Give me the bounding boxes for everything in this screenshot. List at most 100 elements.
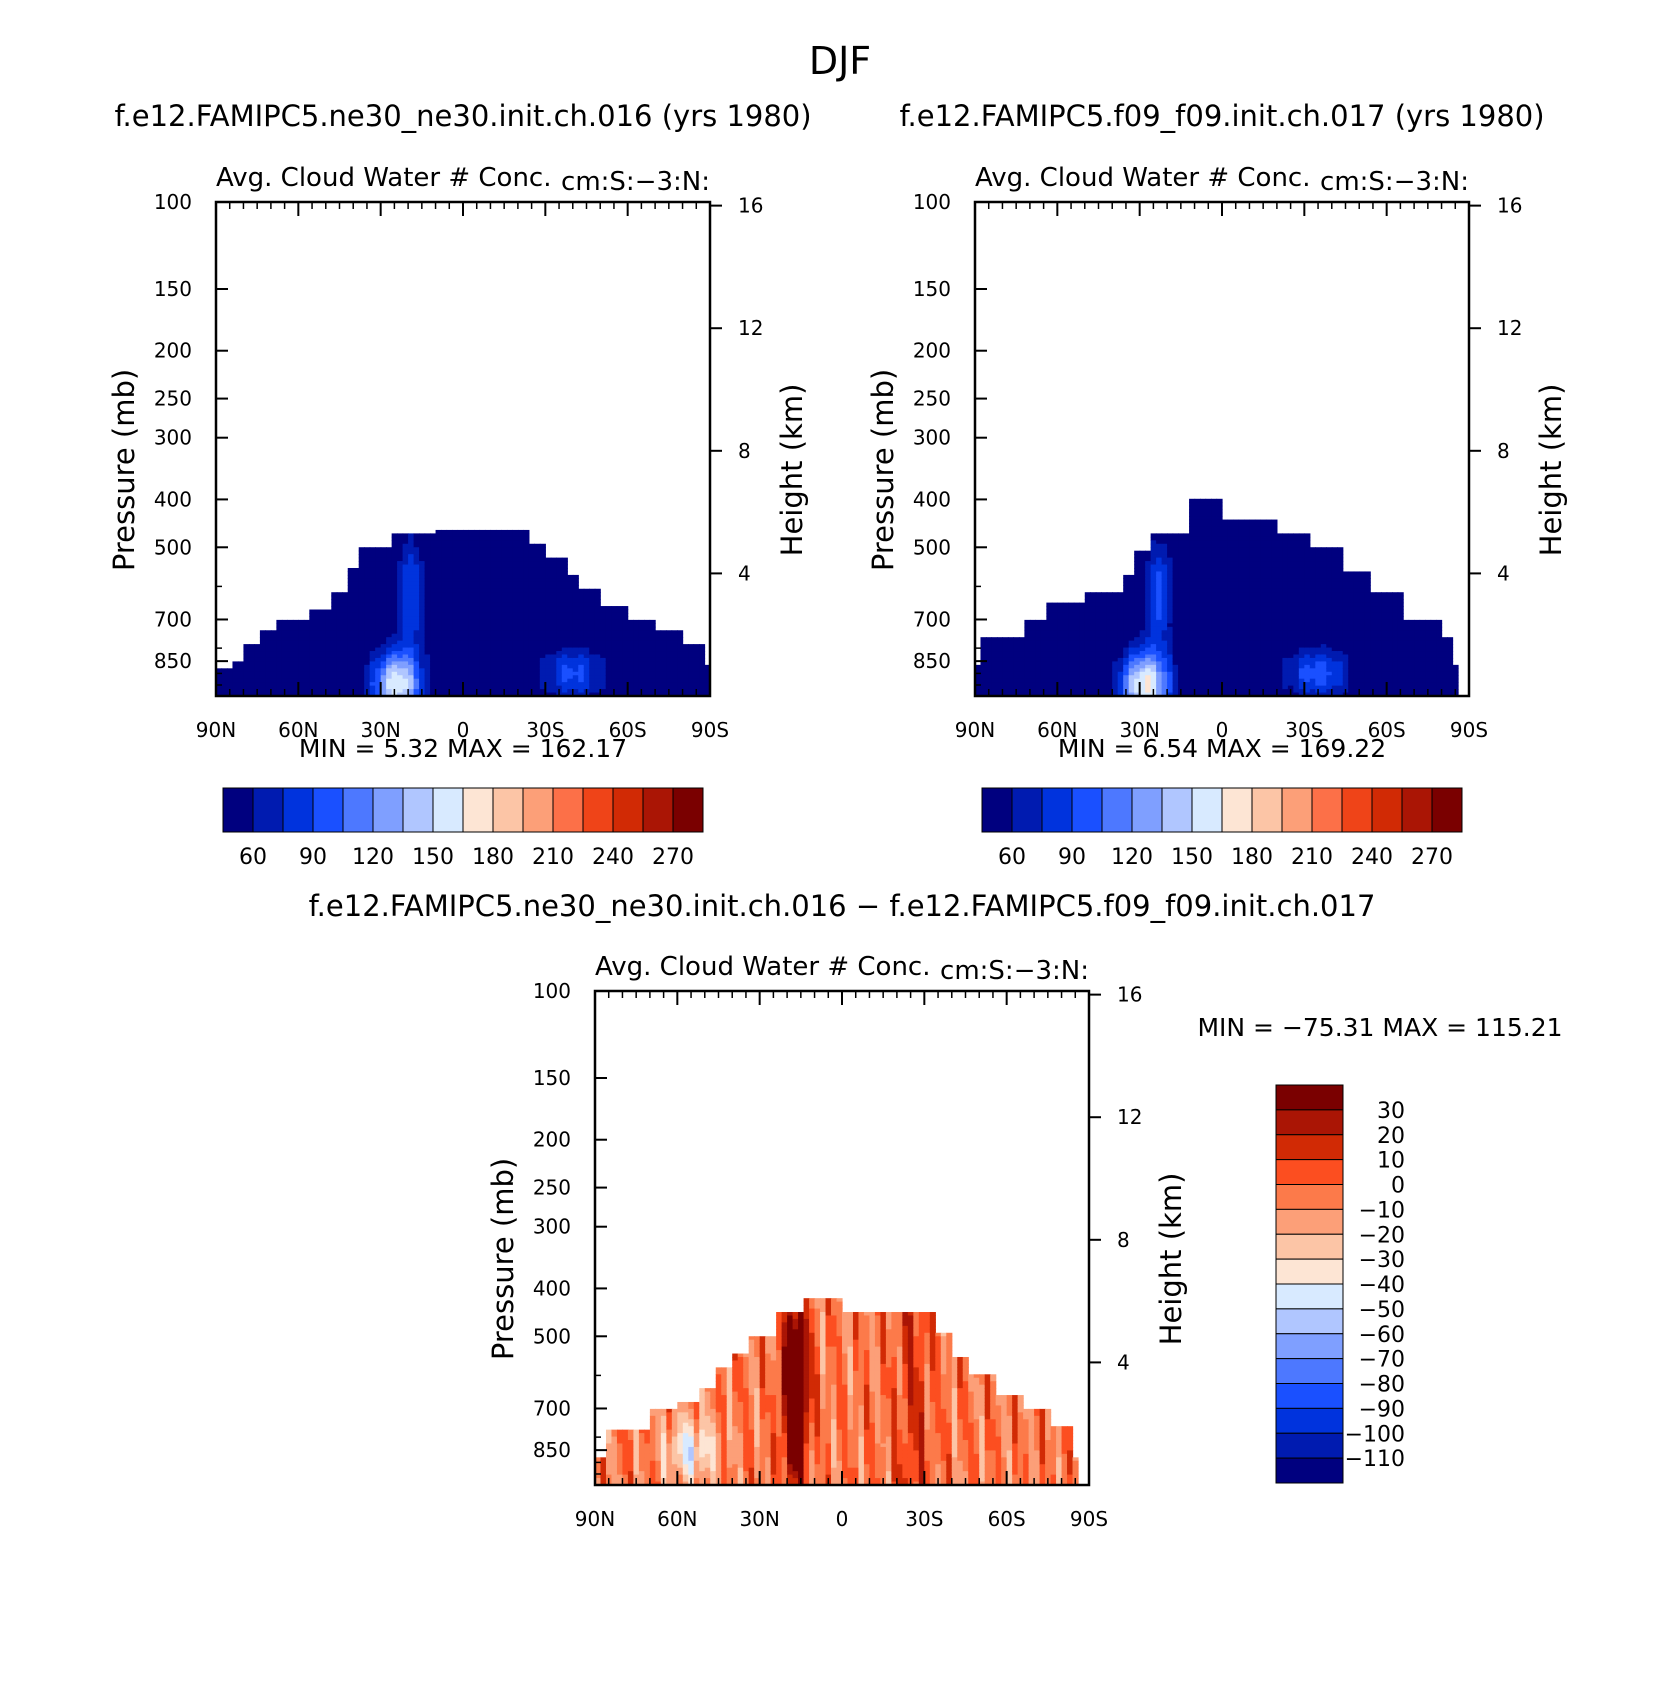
field-cell bbox=[1150, 675, 1157, 680]
field-cell bbox=[1139, 689, 1146, 694]
field-cell bbox=[627, 657, 634, 662]
field-cell bbox=[1156, 657, 1163, 662]
field-cell bbox=[1194, 654, 1201, 659]
field-cell bbox=[1084, 671, 1091, 676]
field-cell bbox=[985, 671, 993, 676]
right-string: cm:S:−3:N: bbox=[561, 167, 710, 197]
field-cell bbox=[996, 651, 1004, 656]
field-cell bbox=[325, 661, 332, 666]
field-cell bbox=[380, 612, 387, 618]
field-cell bbox=[556, 651, 563, 656]
field-cell bbox=[1134, 661, 1141, 666]
field-cell bbox=[501, 654, 508, 659]
field-cell bbox=[364, 671, 371, 676]
field-cell bbox=[1051, 619, 1058, 624]
field-cell bbox=[1249, 619, 1256, 624]
field-cell bbox=[380, 678, 387, 683]
field-cell bbox=[342, 685, 349, 690]
field-cell bbox=[303, 637, 310, 642]
field-cell bbox=[1084, 626, 1091, 631]
field-cell bbox=[1106, 619, 1113, 624]
field-cell bbox=[1194, 668, 1201, 673]
field-cell bbox=[1189, 651, 1196, 656]
field-cell bbox=[1079, 692, 1086, 697]
field-cell bbox=[1035, 619, 1042, 624]
field-cell bbox=[1178, 616, 1185, 621]
field-cell bbox=[1200, 682, 1207, 687]
field-cell bbox=[413, 664, 420, 669]
field-cell bbox=[226, 668, 234, 673]
field-cell bbox=[638, 630, 645, 635]
field-cell bbox=[1117, 651, 1124, 656]
field-cell bbox=[473, 682, 481, 687]
field-cell bbox=[391, 543, 398, 548]
field-cell bbox=[1090, 689, 1097, 694]
field-cell bbox=[292, 689, 299, 694]
field-cell bbox=[649, 685, 656, 690]
field-cell bbox=[1216, 557, 1223, 562]
field-cell bbox=[578, 606, 585, 611]
field-cell bbox=[1051, 651, 1058, 656]
field-cell bbox=[473, 554, 481, 559]
field-cell bbox=[1161, 588, 1168, 593]
field-cell bbox=[550, 633, 557, 638]
field-cell bbox=[1106, 689, 1113, 694]
field-cell bbox=[1178, 644, 1185, 649]
field-cell bbox=[501, 585, 508, 590]
field-cell bbox=[446, 585, 453, 590]
field-cell bbox=[1249, 543, 1256, 548]
field-cell bbox=[402, 664, 409, 669]
field-cell bbox=[303, 692, 310, 697]
field-cell bbox=[1216, 630, 1223, 635]
field-cell bbox=[1194, 612, 1201, 618]
field-cell bbox=[1189, 567, 1196, 573]
field-cell bbox=[1178, 561, 1185, 566]
field-cell bbox=[1150, 633, 1157, 638]
field-cell bbox=[1002, 682, 1009, 687]
field-cell bbox=[1189, 561, 1196, 566]
field-cell bbox=[1106, 599, 1113, 604]
field-cell bbox=[506, 682, 513, 687]
field-cell bbox=[1254, 554, 1262, 559]
field-cell bbox=[1029, 685, 1036, 690]
field-cell bbox=[380, 561, 387, 566]
field-cell bbox=[1062, 678, 1069, 683]
field-cell bbox=[1106, 623, 1113, 628]
field-cell bbox=[534, 651, 541, 656]
field-cell bbox=[1139, 640, 1146, 645]
field-cell bbox=[1018, 637, 1025, 642]
field-cell bbox=[534, 619, 541, 624]
field-cell bbox=[342, 633, 349, 638]
field-cell bbox=[1029, 626, 1036, 631]
field-cell bbox=[545, 644, 552, 649]
field-cell bbox=[512, 585, 519, 590]
field-cell bbox=[1156, 554, 1163, 559]
field-cell bbox=[1051, 685, 1058, 690]
field-cell bbox=[1161, 547, 1168, 552]
field-cell bbox=[1145, 585, 1152, 590]
field-cell bbox=[1238, 612, 1245, 618]
field-cell bbox=[1134, 557, 1141, 562]
field-cell bbox=[468, 651, 475, 656]
field-cell bbox=[424, 540, 431, 545]
field-cell bbox=[1238, 630, 1245, 635]
field-cell bbox=[1232, 664, 1240, 669]
field-cell bbox=[534, 640, 541, 645]
field-cell bbox=[1216, 671, 1223, 676]
field-cell bbox=[611, 682, 618, 687]
field-cell bbox=[1156, 623, 1163, 628]
field-cell bbox=[1084, 689, 1091, 694]
field-cell bbox=[1134, 640, 1141, 645]
field-cell bbox=[259, 661, 266, 666]
field-cell bbox=[638, 657, 645, 662]
field-cell bbox=[1172, 664, 1179, 669]
field-cell bbox=[682, 654, 689, 659]
field-cell bbox=[358, 554, 365, 559]
field-cell bbox=[298, 661, 305, 666]
field-cell bbox=[1051, 661, 1058, 666]
field-cell bbox=[1090, 675, 1097, 680]
field-cell bbox=[490, 630, 497, 635]
field-cell bbox=[1046, 668, 1053, 673]
field-cell bbox=[1232, 633, 1240, 638]
colorbar-label: 150 bbox=[412, 845, 454, 870]
